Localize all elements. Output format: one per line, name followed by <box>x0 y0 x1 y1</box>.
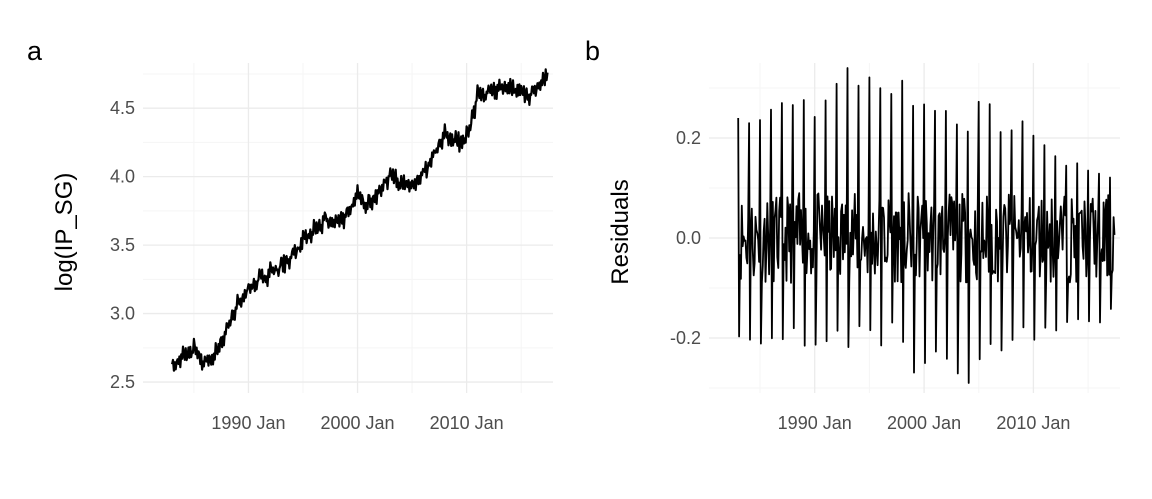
y-tick-label: 0.2 <box>676 128 701 148</box>
y-tick-label: 3.5 <box>110 235 135 255</box>
x-tick-label: 1990 Jan <box>211 413 285 433</box>
y-tick-label: -0.2 <box>670 328 701 348</box>
residuals-series-line <box>737 67 1116 384</box>
panel-a-ylabel: log(IP_SG) <box>51 173 78 292</box>
x-tick-label: 2010 Jan <box>430 413 504 433</box>
y-tick-label: 2.5 <box>110 372 135 392</box>
panel-b-plot: 1990 Jan 2000 Jan 2010 Jan -0.2 0.0 0.2 <box>670 63 1120 433</box>
panel-b-ylabel: Residuals <box>607 179 634 284</box>
log-ip-series-line <box>171 68 549 372</box>
x-tick-label: 2000 Jan <box>887 413 961 433</box>
panel-a-tag: a <box>27 36 43 66</box>
panel-b-tag: b <box>585 36 600 66</box>
panel-a-plot: 1990 Jan 2000 Jan 2010 Jan 2.5 3.0 3.5 4.0 4.5 <box>110 63 553 433</box>
y-tick-label: 0.0 <box>676 228 701 248</box>
x-tick-label: 1990 Jan <box>778 413 852 433</box>
y-tick-label: 4.0 <box>110 167 135 187</box>
x-tick-label: 2010 Jan <box>996 413 1070 433</box>
x-tick-label: 2000 Jan <box>321 413 395 433</box>
y-tick-label: 4.5 <box>110 98 135 118</box>
y-tick-label: 3.0 <box>110 304 135 324</box>
